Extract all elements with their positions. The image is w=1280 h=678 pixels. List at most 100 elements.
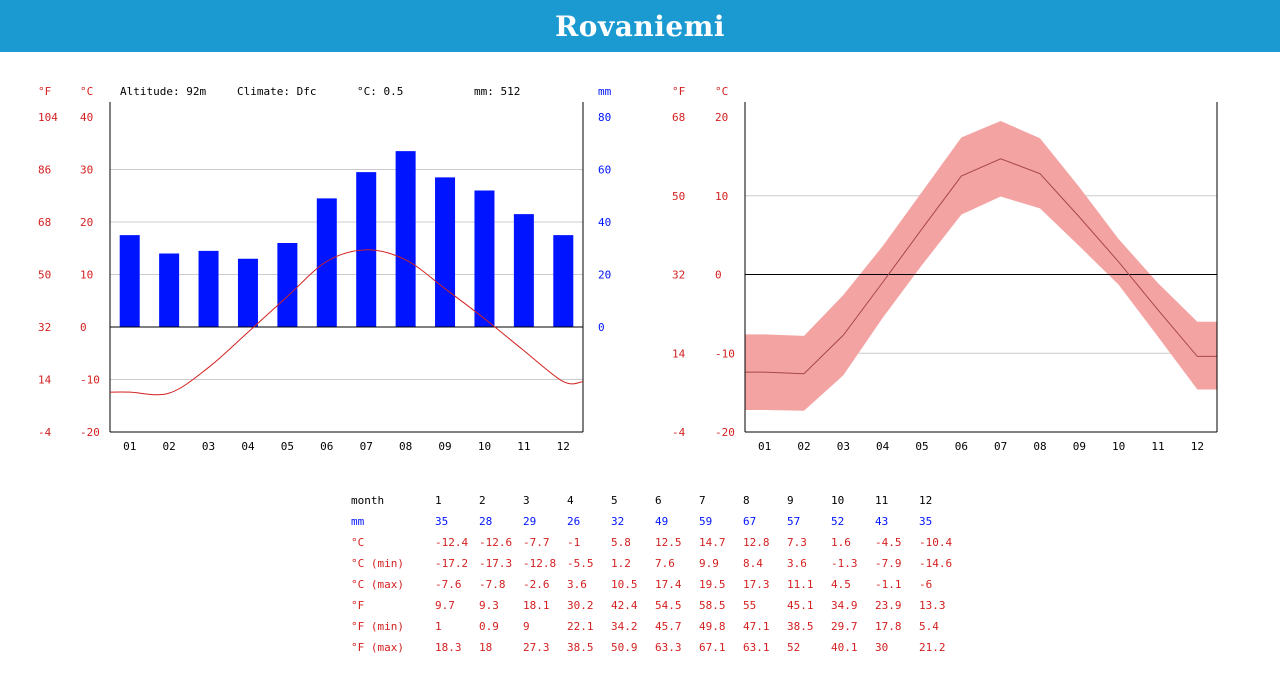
y-tick-f: -4 xyxy=(672,426,686,439)
table-cell: 18.1 xyxy=(523,599,550,612)
table-cell: 3.6 xyxy=(787,557,807,570)
table-header-row: month 1 2 3 4 5 6 7 8 9 10 11 12 xyxy=(351,490,963,511)
y-tick-f: 32 xyxy=(672,269,685,282)
table-cell: 9.7 xyxy=(435,599,455,612)
y-tick-c: 20 xyxy=(715,111,728,124)
row-label: °C (min) xyxy=(351,557,404,570)
avg-temp-label: °C: 0.5 xyxy=(357,85,403,98)
table-cell: -1.3 xyxy=(831,557,858,570)
row-label: °F (max) xyxy=(351,641,404,654)
x-tick-label: 06 xyxy=(320,440,333,453)
y-tick-mm: 20 xyxy=(598,269,611,282)
precip-bar xyxy=(277,243,298,327)
mean-temp-line xyxy=(109,249,584,396)
x-tick-label: 08 xyxy=(399,440,412,453)
table-cell: 42.4 xyxy=(611,599,638,612)
table-row: °F (min) 1 0.9 9 22.1 34.2 45.7 49.8 47.1 38.5 29.… xyxy=(351,616,963,637)
y-tick-mm: 60 xyxy=(598,164,611,177)
table-cell: 47.1 xyxy=(743,620,770,633)
table-cell: 63.3 xyxy=(655,641,682,654)
precip-bar xyxy=(435,177,456,327)
x-tick-label: 04 xyxy=(241,440,255,453)
x-tick-label: 06 xyxy=(955,440,968,453)
table-cell: -12.4 xyxy=(435,536,469,549)
unit-f-label: °F xyxy=(38,85,51,98)
unit-c-label: °C xyxy=(715,85,728,98)
page-title: Rovaniemi xyxy=(555,9,725,43)
table-cell: 34.2 xyxy=(611,620,638,633)
y-tick-f: 68 xyxy=(672,111,685,124)
table-cell: 54.5 xyxy=(655,599,682,612)
y-tick-c: 20 xyxy=(80,216,93,229)
precip-bar xyxy=(159,253,180,327)
x-tick-label: 03 xyxy=(837,440,850,453)
table-row: mm 35 28 29 26 32 49 59 67 57 52 43 35 xyxy=(351,511,963,532)
table-cell: 27.3 xyxy=(523,641,550,654)
table-header-cell: 7 xyxy=(699,494,706,507)
y-tick-c: 0 xyxy=(80,321,87,334)
table-cell: 14.7 xyxy=(699,536,726,549)
y-tick-c: 30 xyxy=(80,164,93,177)
x-tick-label: 01 xyxy=(123,440,136,453)
y-tick-mm: 0 xyxy=(598,321,605,334)
y-tick-c: 0 xyxy=(715,269,722,282)
table-cell: 32 xyxy=(611,515,625,528)
x-tick-label: 10 xyxy=(1112,440,1125,453)
table-row: °C (max) -7.6 -7.8 -2.6 3.6 10.5 17.4 19.5 17.3 1… xyxy=(351,574,963,595)
table-cell: 35 xyxy=(919,515,933,528)
x-tick-label: 12 xyxy=(557,440,570,453)
y-tick-c: 10 xyxy=(80,269,93,282)
table-cell: -17.3 xyxy=(479,557,513,570)
table-cell: 17.8 xyxy=(875,620,902,633)
table-row: °C (min) -17.2 -17.3 -12.8 -5.5 1.2 7.6 9.9 8.4 3… xyxy=(351,553,963,574)
row-label: °F xyxy=(351,599,365,612)
table-cell: 52 xyxy=(831,515,845,528)
table-header-cell: 11 xyxy=(875,494,889,507)
table-cell: 11.1 xyxy=(787,578,814,591)
title-banner: Rovaniemi xyxy=(0,0,1280,52)
table-cell: -6 xyxy=(919,578,933,591)
y-tick-c: -20 xyxy=(715,426,735,439)
table-cell: 30.2 xyxy=(567,599,594,612)
table-cell: 23.9 xyxy=(875,599,902,612)
table-cell: 12.8 xyxy=(743,536,770,549)
table-cell: 49 xyxy=(655,515,669,528)
precip-bar xyxy=(316,198,337,327)
table-cell: 3.6 xyxy=(567,578,587,591)
table-cell: 12.5 xyxy=(655,536,682,549)
table-cell: 18 xyxy=(479,641,493,654)
unit-f-label: °F xyxy=(672,85,685,98)
table-row: °F 9.7 9.3 18.1 30.2 42.4 54.5 58.5 55 45.1 34.9 23… xyxy=(351,595,963,616)
table-cell: 49.8 xyxy=(699,620,726,633)
table-header-cell: 1 xyxy=(435,494,442,507)
table-cell: -7.9 xyxy=(875,557,902,570)
table-cell: -1.1 xyxy=(875,578,902,591)
table-cell: 43 xyxy=(875,515,889,528)
table-header-cell: 4 xyxy=(567,494,574,507)
table-cell: 29.7 xyxy=(831,620,858,633)
table-cell: -5.5 xyxy=(567,557,594,570)
table-cell: 9 xyxy=(523,620,530,633)
y-tick-c: 40 xyxy=(80,111,93,124)
x-tick-label: 11 xyxy=(517,440,530,453)
table-cell: 1.6 xyxy=(831,536,851,549)
x-tick-label: 05 xyxy=(915,440,928,453)
table-header-cell: 3 xyxy=(523,494,530,507)
table-row: °C -12.4 -12.6 -7.7 -1 5.8 12.5 14.7 12.8 7.3 1.6 -… xyxy=(351,532,963,553)
table-row: °F (max) 18.3 18 27.3 38.5 50.9 63.3 67.1 63.1 52… xyxy=(351,637,963,658)
table-cell: 67 xyxy=(743,515,757,528)
row-label: mm xyxy=(351,515,365,528)
altitude-label: Altitude: 92m xyxy=(120,85,206,98)
table-cell: -1 xyxy=(567,536,581,549)
table-cell: 22.1 xyxy=(567,620,594,633)
table-cell: 34.9 xyxy=(831,599,858,612)
table-cell: 57 xyxy=(787,515,801,528)
table-cell: 21.2 xyxy=(919,641,946,654)
x-tick-label: 12 xyxy=(1191,440,1204,453)
table-cell: -7.8 xyxy=(479,578,506,591)
y-tick-mm: 40 xyxy=(598,216,611,229)
precip-bar xyxy=(237,258,258,327)
climate-chart: °F °C Altitude: 92m Climate: Dfc °C: 0.5 mm: … xyxy=(38,85,612,453)
table-cell: 1.2 xyxy=(611,557,631,570)
y-tick-f: 50 xyxy=(38,269,51,282)
